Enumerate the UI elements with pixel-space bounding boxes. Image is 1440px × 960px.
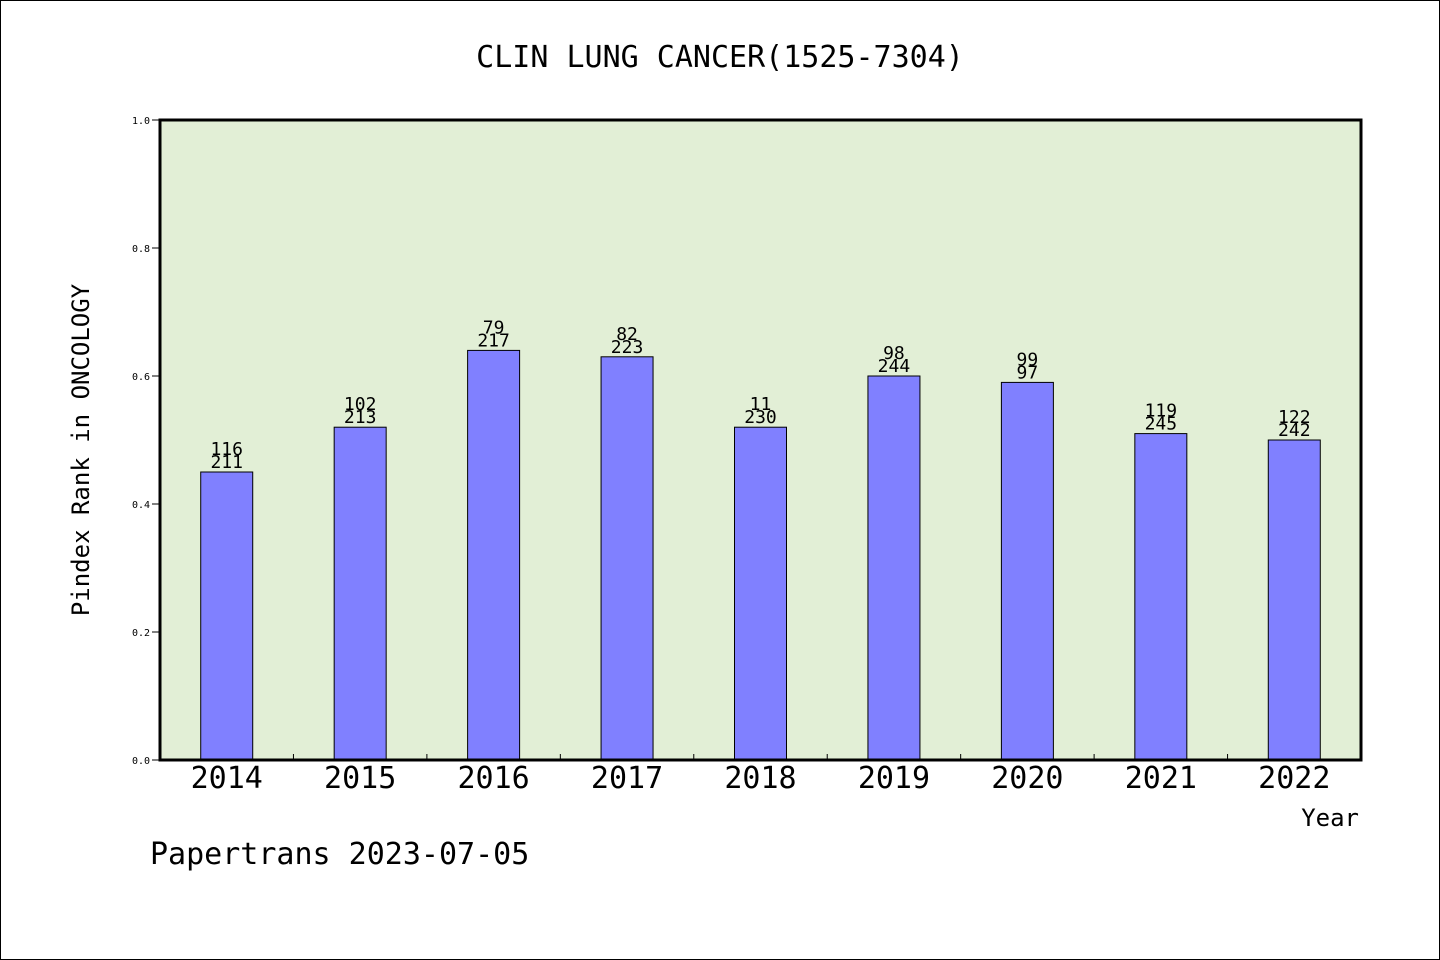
x-tick-label: 2018 — [724, 761, 796, 796]
bar-2017 — [600, 356, 654, 761]
x-tick-label: 2014 — [191, 761, 263, 796]
bar-2022 — [1267, 439, 1321, 761]
bar-label-top: 116 — [210, 439, 243, 460]
x-axis-ticks: 2014 2015 2016 2017 2018 2019 2020 2021 2022 — [191, 754, 1330, 796]
y-tick-label: 0.0 — [132, 756, 150, 767]
bar-2018 — [734, 426, 787, 761]
x-tick-label: 2016 — [457, 761, 529, 796]
bar-label-bottom: 223 — [611, 337, 644, 358]
bar-2021 — [1134, 433, 1188, 761]
bar-label-top: 79 — [483, 317, 505, 338]
y-tick-label: 1.0 — [132, 116, 150, 127]
y-tick-label: 0.6 — [132, 372, 150, 383]
bar-2020 — [1000, 381, 1054, 761]
x-tick-label: 2015 — [324, 761, 396, 796]
bar-label-top: 98 — [883, 343, 905, 364]
bar-label-bottom: 97 — [1017, 362, 1039, 383]
bar-label-bottom: 217 — [477, 330, 510, 351]
bar-label-top: 82 — [616, 324, 638, 345]
y-tick-label: 0.2 — [132, 628, 150, 639]
bar-label-bottom: 230 — [744, 407, 777, 428]
bar-2016 — [467, 349, 521, 761]
x-tick-label: 2017 — [591, 761, 663, 796]
bar-2014 — [200, 471, 254, 761]
plot-border — [158, 118, 1363, 762]
x-tick-label: 2021 — [1125, 761, 1197, 796]
bar-label-bottom: 244 — [878, 356, 911, 377]
footer-credit: Papertrans 2023-07-05 — [150, 837, 529, 872]
x-tick-label: 2019 — [858, 761, 930, 796]
bar-2015 — [333, 426, 387, 761]
x-tick-label: 2022 — [1258, 761, 1330, 796]
chart-title: CLIN LUNG CANCER(1525-7304) — [476, 40, 964, 75]
y-tick-label: 0.4 — [132, 500, 150, 511]
bar-label-bottom: 211 — [210, 452, 243, 473]
bar-label-top: 122 — [1278, 407, 1311, 428]
bar-label-top: 102 — [344, 394, 377, 415]
bar-2019 — [867, 375, 921, 761]
bar-label-bottom: 242 — [1278, 420, 1311, 441]
y-tick-label: 0.8 — [132, 244, 150, 255]
bar-labels: 2111162131022177922382230112449897992451… — [210, 317, 1310, 473]
bar-label-bottom: 213 — [344, 407, 377, 428]
x-tick-label: 2020 — [991, 761, 1063, 796]
bar-label-top: 99 — [1017, 349, 1039, 370]
y-axis-ticks: 0.0 0.2 0.4 0.6 0.8 1.0 — [132, 116, 160, 767]
bar-label-bottom: 245 — [1145, 414, 1178, 435]
x-axis-label: Year — [1301, 804, 1359, 832]
bar-label-top: 11 — [750, 394, 772, 415]
y-axis-label: Pindex Rank in ONCOLOGY — [67, 283, 95, 616]
bars — [200, 349, 1321, 761]
bar-label-top: 119 — [1145, 401, 1178, 422]
